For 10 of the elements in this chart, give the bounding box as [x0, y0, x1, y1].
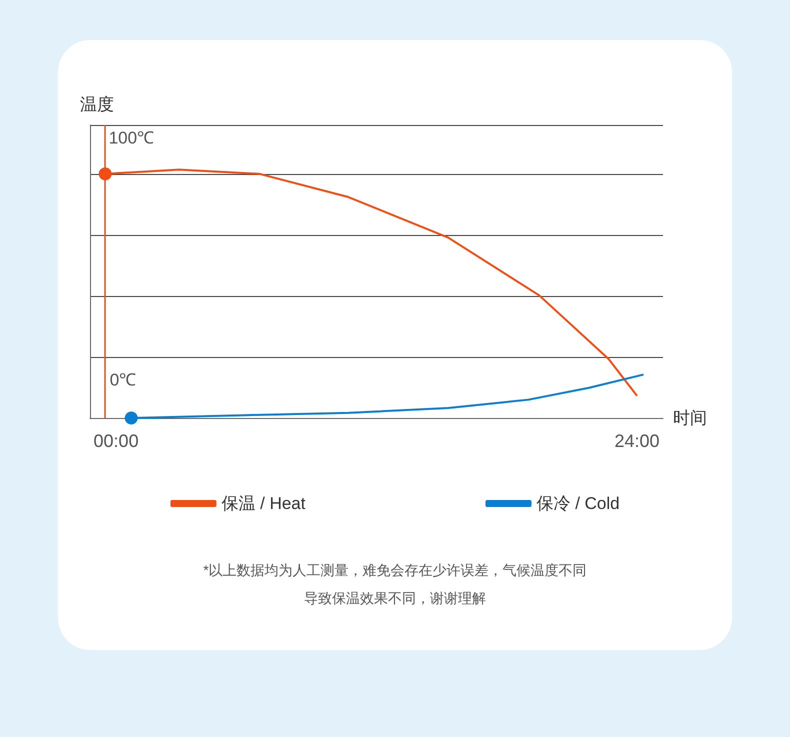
x-axis-title: 时间: [673, 408, 707, 428]
text: 导致保温效果不同，谢谢理解: [304, 590, 486, 606]
x-tick-label: 00:00: [94, 431, 139, 451]
text: *以上数据均为人工测量，难免会存在少许误差，气候温度不同: [203, 562, 587, 578]
x-tick-label: 24:00: [614, 431, 660, 451]
legend-label: 保温 / Heat: [221, 494, 306, 513]
y-axis-title: 温度: [80, 95, 114, 114]
data-label: 100℃: [108, 128, 154, 148]
legend-label: 保冷 / Cold: [536, 494, 620, 513]
data-label: 0℃: [110, 370, 136, 390]
